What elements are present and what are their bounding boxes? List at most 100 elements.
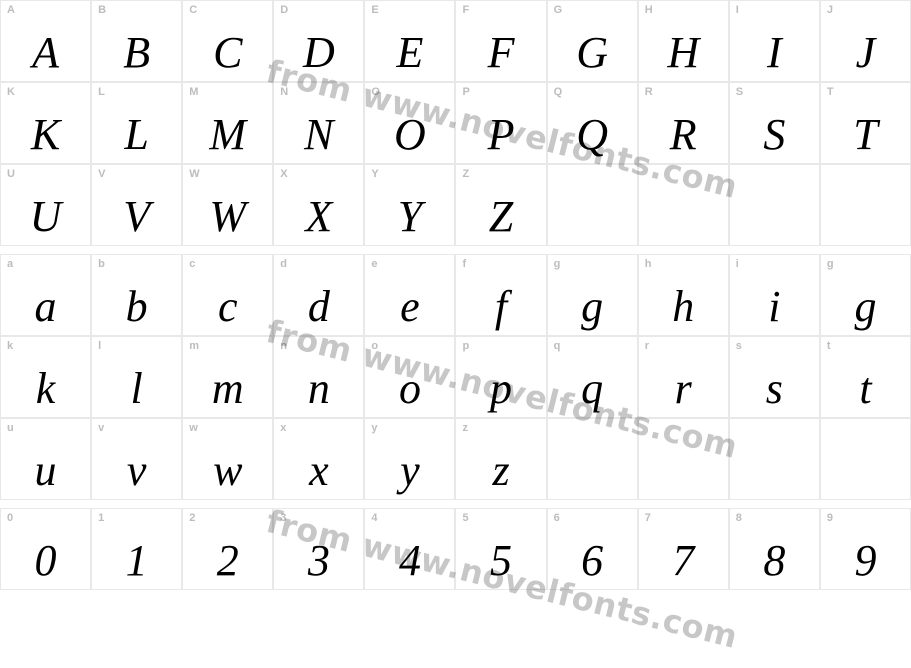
glyph-cell: dd — [273, 254, 364, 336]
glyph: 8 — [730, 539, 819, 583]
glyph: p — [456, 367, 545, 411]
glyph: I — [730, 31, 819, 75]
glyph-cell-empty — [729, 164, 820, 246]
glyph-cell: ww — [182, 418, 273, 500]
key-label: R — [645, 86, 653, 98]
key-label: b — [98, 258, 105, 270]
key-label: n — [280, 340, 287, 352]
glyph-cell-empty — [547, 164, 638, 246]
key-label: t — [827, 340, 831, 352]
glyph: P — [456, 113, 545, 157]
glyph: n — [274, 367, 363, 411]
glyph: O — [365, 113, 454, 157]
row-5: uu vv ww xx yy zz — [0, 418, 911, 500]
glyph: d — [274, 285, 363, 329]
glyph-cell: NN — [273, 82, 364, 164]
key-label: l — [98, 340, 101, 352]
row-6: 00 11 22 33 44 55 66 77 88 99 — [0, 508, 911, 590]
row-2: UU VV WW XX YY ZZ — [0, 164, 911, 246]
key-label: i — [736, 258, 739, 270]
glyph: b — [92, 285, 181, 329]
glyph-cell: QQ — [547, 82, 638, 164]
key-label: m — [189, 340, 199, 352]
glyph: a — [1, 285, 90, 329]
key-label: k — [7, 340, 13, 352]
glyph-cell: nn — [273, 336, 364, 418]
glyph: U — [1, 195, 90, 239]
glyph: K — [1, 113, 90, 157]
glyph-cell: GG — [547, 0, 638, 82]
key-label: w — [189, 422, 198, 434]
glyph-cell: YY — [364, 164, 455, 246]
glyph-cell: bb — [91, 254, 182, 336]
glyph: t — [821, 367, 910, 411]
key-label: H — [645, 4, 653, 16]
glyph-cell-empty — [729, 418, 820, 500]
glyph-cell: OO — [364, 82, 455, 164]
key-label: 6 — [554, 512, 560, 524]
glyph: e — [365, 285, 454, 329]
glyph-cell: LL — [91, 82, 182, 164]
glyph: Y — [365, 195, 454, 239]
glyph: 6 — [548, 539, 637, 583]
glyph: 7 — [639, 539, 728, 583]
key-label: Z — [462, 168, 469, 180]
glyph-cell: KK — [0, 82, 91, 164]
key-label: y — [371, 422, 377, 434]
glyph-cell: HH — [638, 0, 729, 82]
glyph-cell: SS — [729, 82, 820, 164]
glyph-cell: rr — [638, 336, 729, 418]
glyph-cell: TT — [820, 82, 911, 164]
key-label: K — [7, 86, 15, 98]
glyph: Z — [456, 195, 545, 239]
key-label: f — [462, 258, 466, 270]
glyph-cell: 00 — [0, 508, 91, 590]
glyph: s — [730, 367, 819, 411]
key-label: 9 — [827, 512, 833, 524]
glyph: J — [821, 31, 910, 75]
glyph: x — [274, 449, 363, 493]
glyph: H — [639, 31, 728, 75]
key-label: u — [7, 422, 14, 434]
glyph-cell: BB — [91, 0, 182, 82]
glyph-cell: EE — [364, 0, 455, 82]
glyph-cell: FF — [455, 0, 546, 82]
glyph: 0 — [1, 539, 90, 583]
key-label: Y — [371, 168, 378, 180]
glyph: c — [183, 285, 272, 329]
glyph: w — [183, 449, 272, 493]
key-label: d — [280, 258, 287, 270]
key-label: P — [462, 86, 469, 98]
glyph: k — [1, 367, 90, 411]
glyph-cell: yy — [364, 418, 455, 500]
key-label: 8 — [736, 512, 742, 524]
glyph: m — [183, 367, 272, 411]
glyph-cell: PP — [455, 82, 546, 164]
glyph: W — [183, 195, 272, 239]
glyph-cell-empty — [547, 418, 638, 500]
glyph-cell: oo — [364, 336, 455, 418]
row-0: AA BB CC DD EE FF GG HH II JJ — [0, 0, 911, 82]
glyph: Q — [548, 113, 637, 157]
key-label: F — [462, 4, 469, 16]
key-label: p — [462, 340, 469, 352]
glyph: G — [548, 31, 637, 75]
glyph-cell: JJ — [820, 0, 911, 82]
glyph: E — [365, 31, 454, 75]
glyph-cell: II — [729, 0, 820, 82]
glyph-cell: ff — [455, 254, 546, 336]
glyph-cell: 44 — [364, 508, 455, 590]
key-label: X — [280, 168, 287, 180]
glyph-cell: 66 — [547, 508, 638, 590]
row-3: aa bb cc dd ee ff gg hh ii gg — [0, 254, 911, 336]
key-label: s — [736, 340, 742, 352]
key-label: 7 — [645, 512, 651, 524]
glyph-cell: gg — [547, 254, 638, 336]
glyph-cell: RR — [638, 82, 729, 164]
glyph-cell-empty — [820, 418, 911, 500]
key-label: g — [827, 258, 834, 270]
key-label: A — [7, 4, 15, 16]
key-label: C — [189, 4, 197, 16]
glyph-cell: ee — [364, 254, 455, 336]
glyph-cell: 77 — [638, 508, 729, 590]
